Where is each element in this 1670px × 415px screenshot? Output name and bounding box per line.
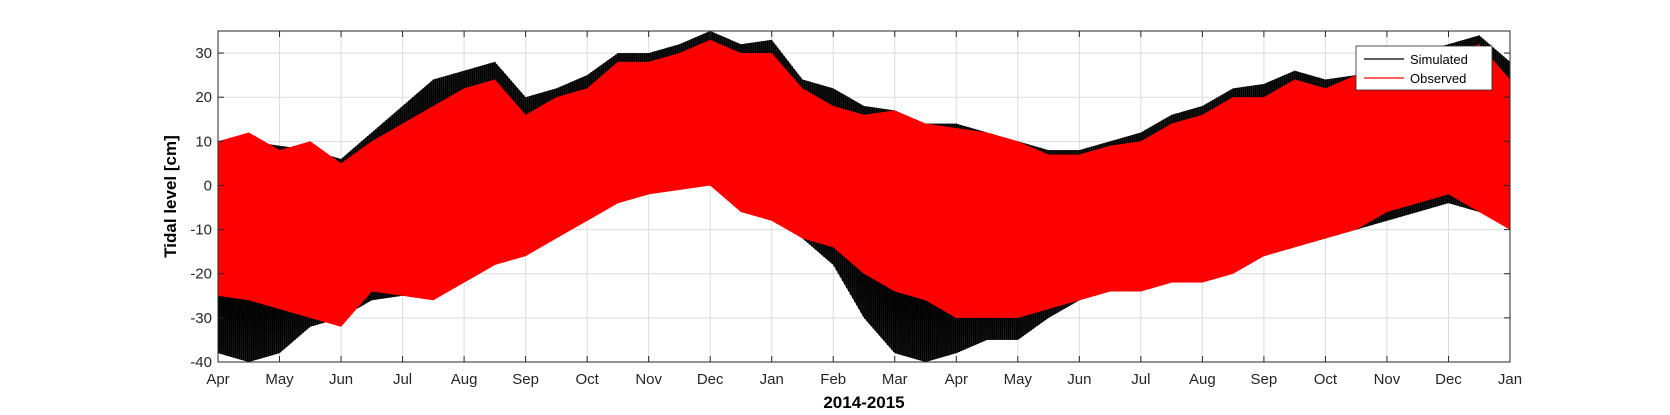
x-tick-label: Sep: [512, 371, 539, 388]
x-tick-label: Apr: [206, 371, 229, 388]
y-tick-label: 20: [195, 89, 212, 106]
x-tick-label: Oct: [575, 371, 599, 388]
x-tick-label: Nov: [1374, 371, 1401, 388]
x-tick-label: May: [1004, 371, 1033, 388]
y-axis-label: Tidal level [cm]: [161, 135, 180, 258]
x-tick-label: Mar: [882, 371, 908, 388]
x-tick-label: Dec: [697, 371, 724, 388]
plot-area: [218, 31, 1510, 362]
x-tick-label: Aug: [1189, 371, 1216, 388]
x-tick-label: Sep: [1251, 371, 1278, 388]
x-tick-label: Jan: [760, 371, 784, 388]
y-tick-label: -30: [190, 310, 212, 327]
axes-box: [217, 30, 1511, 363]
x-tick-label: May: [265, 371, 294, 388]
y-tick-label: 0: [204, 177, 212, 194]
x-tick-label: Apr: [945, 371, 968, 388]
legend: Simulated Observed: [1355, 45, 1493, 91]
x-tick-label: Jun: [329, 371, 353, 388]
legend-box: [1355, 45, 1493, 91]
x-tick-label: Jul: [1131, 371, 1150, 388]
x-tick-label: Feb: [820, 371, 846, 388]
x-tick-label: Jan: [1498, 371, 1522, 388]
x-tick-label: Nov: [635, 371, 662, 388]
series-envelope-observed: [218, 39, 1510, 327]
y-tick-label: -10: [190, 222, 212, 239]
y-tick-label: 10: [195, 133, 212, 150]
x-tick-label: Oct: [1314, 371, 1338, 388]
x-tick-label: Jul: [393, 371, 412, 388]
x-tick-label: Jun: [1067, 371, 1091, 388]
x-tick-label: Aug: [451, 371, 478, 388]
y-tick-label: -40: [190, 354, 212, 371]
x-axis-label: 2014-2015: [823, 393, 904, 412]
series-observed: [218, 39, 1510, 327]
legend-label-observed: Observed: [1410, 71, 1466, 86]
x-tick-label: Dec: [1435, 371, 1462, 388]
axis-ticks: -40 -30 -20 -10 0 10 20 30 Apr May Jun Jul Aug Sep Oct…: [190, 31, 1522, 388]
y-tick-label: -20: [190, 266, 212, 283]
legend-label-simulated: Simulated: [1410, 52, 1468, 67]
y-tick-label: 30: [195, 45, 212, 62]
